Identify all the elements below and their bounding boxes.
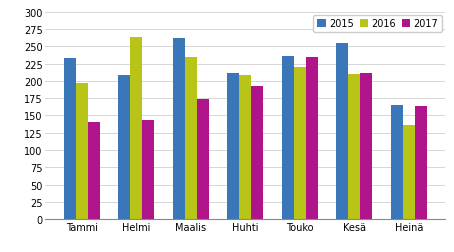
Bar bbox=[360, 74, 372, 219]
Bar bbox=[130, 38, 142, 219]
Bar bbox=[281, 57, 294, 219]
Bar bbox=[391, 106, 403, 219]
Bar bbox=[88, 123, 99, 219]
Bar bbox=[75, 84, 88, 219]
Bar bbox=[403, 125, 415, 219]
Bar bbox=[294, 68, 306, 219]
Bar bbox=[185, 57, 197, 219]
Bar bbox=[173, 39, 185, 219]
Bar bbox=[197, 99, 209, 219]
Bar bbox=[306, 58, 318, 219]
Bar bbox=[415, 107, 427, 219]
Bar bbox=[142, 120, 154, 219]
Bar bbox=[336, 44, 348, 219]
Bar bbox=[64, 59, 75, 219]
Bar bbox=[348, 75, 360, 219]
Bar bbox=[227, 73, 239, 219]
Bar bbox=[251, 87, 263, 219]
Legend: 2015, 2016, 2017: 2015, 2016, 2017 bbox=[313, 16, 442, 33]
Bar bbox=[239, 76, 251, 219]
Bar bbox=[118, 76, 130, 219]
